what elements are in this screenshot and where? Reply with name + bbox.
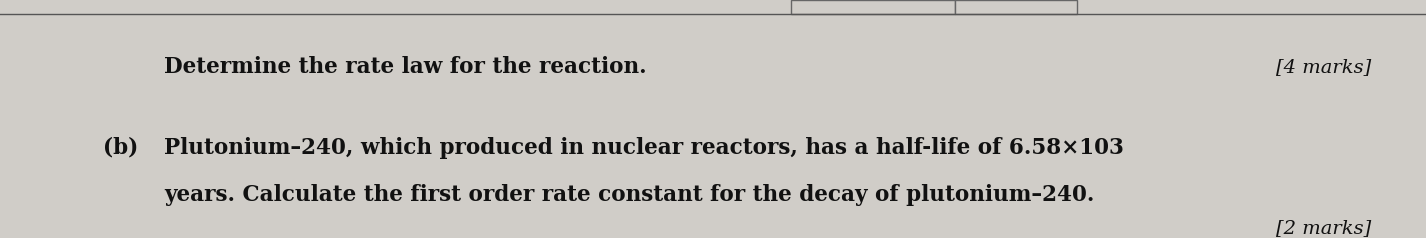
Text: Determine the rate law for the reaction.: Determine the rate law for the reaction. <box>164 56 646 78</box>
Bar <box>791 0 955 14</box>
Text: [2 marks]: [2 marks] <box>1276 219 1372 238</box>
Bar <box>955 0 1077 14</box>
Text: Plutonium–240, which produced in nuclear reactors, has a half-life of 6.58×103: Plutonium–240, which produced in nuclear… <box>164 137 1124 159</box>
Text: years. Calculate the first order rate constant for the decay of plutonium–240.: years. Calculate the first order rate co… <box>164 184 1094 206</box>
Text: (b): (b) <box>103 137 138 159</box>
Text: [4 marks]: [4 marks] <box>1276 58 1372 76</box>
